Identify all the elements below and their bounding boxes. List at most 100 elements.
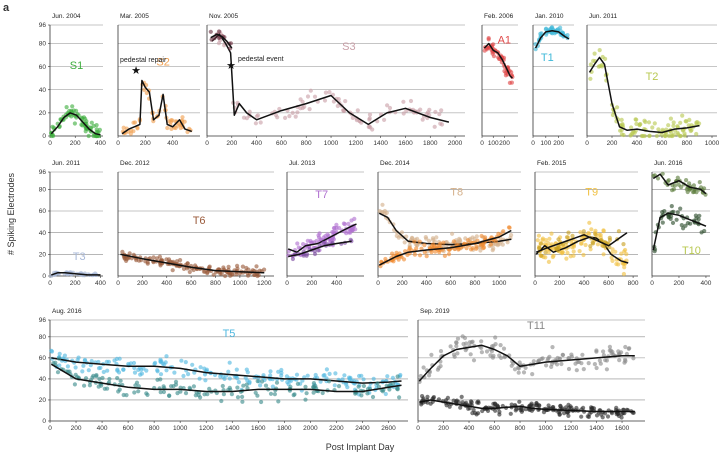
data-point bbox=[287, 114, 292, 119]
data-point bbox=[82, 383, 87, 388]
data-point bbox=[662, 209, 667, 214]
data-point bbox=[543, 27, 549, 32]
data-point bbox=[613, 249, 618, 254]
data-point bbox=[579, 414, 584, 419]
panel-title: Feb. 2015 bbox=[537, 160, 567, 167]
data-point bbox=[418, 373, 423, 379]
data-point bbox=[497, 409, 502, 414]
data-point bbox=[72, 121, 77, 126]
data-point bbox=[57, 351, 62, 356]
data-point bbox=[121, 392, 126, 398]
data-point bbox=[631, 356, 636, 361]
data-point bbox=[219, 271, 224, 276]
data-point bbox=[675, 210, 680, 215]
array-label: T7 bbox=[315, 189, 328, 201]
data-point bbox=[455, 336, 461, 341]
x-tick-label: 0 bbox=[205, 140, 209, 147]
data-point bbox=[671, 120, 676, 125]
data-point bbox=[153, 360, 158, 365]
data-point bbox=[145, 261, 150, 266]
star-marker-event: ★ bbox=[226, 60, 236, 72]
data-point bbox=[211, 272, 216, 277]
data-point bbox=[577, 249, 582, 254]
data-point bbox=[491, 343, 496, 348]
data-point bbox=[547, 236, 552, 241]
data-point bbox=[505, 240, 510, 245]
data-point bbox=[450, 231, 455, 236]
x-tick-label: 200 bbox=[71, 425, 82, 432]
data-point bbox=[544, 363, 549, 368]
panel-title: Jun. 2011 bbox=[589, 13, 617, 20]
trend-line bbox=[483, 42, 513, 79]
x-tick-label: 1600 bbox=[615, 425, 630, 432]
data-point bbox=[129, 128, 134, 133]
panel-title: Jun. 2004 bbox=[52, 13, 81, 20]
data-point bbox=[458, 405, 463, 410]
data-point bbox=[550, 31, 555, 36]
data-point bbox=[64, 105, 69, 110]
data-point bbox=[245, 386, 250, 391]
data-point bbox=[300, 105, 305, 111]
x-tick-label: 200 bbox=[226, 140, 237, 147]
data-point bbox=[257, 268, 262, 273]
data-point bbox=[118, 378, 123, 383]
data-point bbox=[240, 394, 245, 399]
data-point bbox=[208, 29, 213, 34]
x-tick-label: 1400 bbox=[225, 425, 240, 432]
data-point bbox=[484, 349, 490, 354]
x-tick-label: 0 bbox=[48, 280, 52, 287]
data-point bbox=[501, 229, 506, 234]
data-point bbox=[464, 246, 469, 251]
data-point bbox=[209, 37, 214, 42]
data-point bbox=[190, 362, 195, 367]
data-point bbox=[493, 408, 498, 413]
data-point bbox=[145, 392, 150, 397]
data-point bbox=[512, 367, 518, 372]
data-point bbox=[182, 119, 187, 124]
data-point bbox=[323, 90, 328, 95]
data-point bbox=[604, 367, 610, 372]
data-point bbox=[94, 374, 99, 379]
data-point bbox=[434, 244, 439, 249]
data-point bbox=[332, 226, 337, 231]
data-point bbox=[83, 376, 89, 381]
data-point bbox=[451, 239, 456, 244]
x-tick-label: 2000 bbox=[448, 140, 463, 147]
data-point bbox=[219, 398, 224, 404]
x-tick-label: 800 bbox=[149, 425, 160, 432]
data-point bbox=[241, 383, 246, 388]
data-point bbox=[583, 242, 588, 248]
data-point bbox=[350, 115, 355, 120]
data-point bbox=[178, 125, 183, 131]
x-tick-label: 0 bbox=[480, 140, 484, 147]
data-point bbox=[221, 374, 226, 379]
data-point bbox=[675, 175, 680, 180]
data-point bbox=[465, 238, 470, 243]
data-point bbox=[235, 266, 240, 271]
data-point bbox=[616, 411, 621, 417]
data-point bbox=[121, 367, 126, 372]
data-point bbox=[684, 178, 689, 183]
data-point bbox=[252, 272, 257, 278]
x-tick-label: 1000 bbox=[324, 140, 339, 147]
x-tick-label: 0 bbox=[650, 280, 654, 287]
data-point bbox=[401, 111, 406, 116]
data-point bbox=[181, 373, 186, 379]
panel-a1: Feb. 2006 0 100 200 A1 bbox=[480, 13, 518, 147]
data-point bbox=[254, 264, 259, 269]
data-point bbox=[375, 381, 380, 386]
data-point bbox=[136, 389, 141, 394]
data-point bbox=[273, 112, 278, 118]
data-point bbox=[227, 360, 232, 365]
data-point bbox=[258, 383, 263, 388]
data-point bbox=[216, 29, 222, 34]
data-point bbox=[660, 220, 665, 225]
data-point bbox=[240, 264, 245, 269]
panel-t3: Jun. 2011 0 200 400 0 20 40 60 80 96 T3 bbox=[39, 160, 107, 287]
data-point bbox=[304, 252, 310, 257]
data-point bbox=[666, 123, 671, 128]
data-point bbox=[536, 233, 542, 238]
data-point bbox=[474, 244, 479, 249]
x-tick-label: 200 bbox=[554, 280, 565, 287]
data-point bbox=[324, 367, 329, 372]
